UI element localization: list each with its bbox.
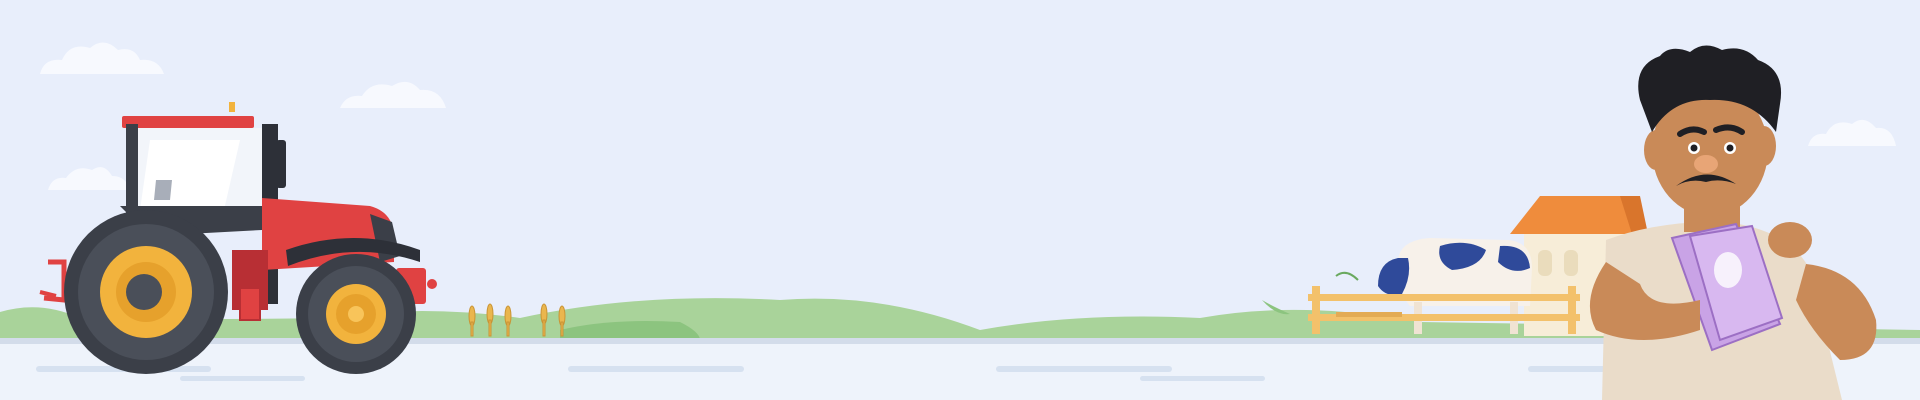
cloud-icon: [40, 42, 164, 74]
fence-icon: [1308, 286, 1580, 334]
road-edge: [0, 338, 1920, 344]
tractor-icon: [39, 102, 437, 374]
wheat-icon: [468, 303, 566, 337]
farmer-icon: [1589, 45, 1877, 400]
cloud-icon: [1808, 119, 1896, 146]
hills: [0, 298, 1920, 345]
cloud-icon: [340, 81, 446, 108]
cloud-icon: [48, 167, 130, 190]
